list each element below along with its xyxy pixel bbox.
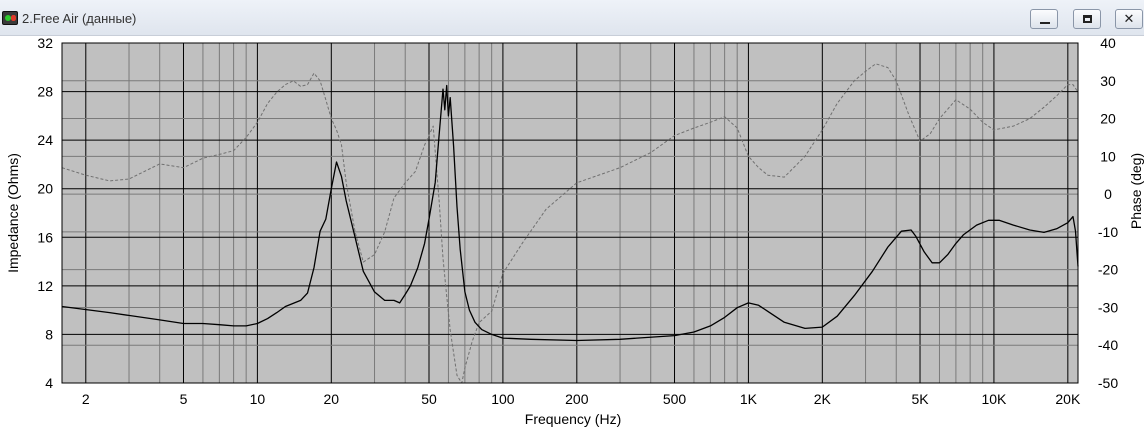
x-tick-label: 20K <box>1055 391 1081 407</box>
x-axis-label: Frequency (Hz) <box>525 411 621 427</box>
y2-axis-label: Phase (deg) <box>1128 153 1144 229</box>
phase-series-line <box>61 63 1079 384</box>
x-tick-label: 1K <box>740 391 758 407</box>
title-bar[interactable]: 2.Free Air (данные) ✕ <box>0 0 1144 36</box>
x-tick-label: 10K <box>981 391 1007 407</box>
x-tick-label: 20 <box>324 391 340 407</box>
window-title: 2.Free Air (данные) <box>22 11 137 26</box>
y-tick-label: 12 <box>37 278 53 294</box>
y2-tick-label: -40 <box>1098 337 1118 353</box>
maximize-button[interactable] <box>1073 9 1101 29</box>
close-button[interactable]: ✕ <box>1115 9 1143 29</box>
minimize-icon <box>1040 22 1050 24</box>
x-tick-label: 10 <box>250 391 266 407</box>
x-tick-label: 100 <box>491 391 515 407</box>
plot-frame <box>61 42 1079 384</box>
x-tick-labels: 2 5 10 20 50 100 200 500 1K 2K 5K 10K 20K <box>82 391 1081 407</box>
minimize-button[interactable] <box>1030 9 1058 29</box>
y2-tick-label: 20 <box>1100 111 1116 127</box>
app-icon[interactable] <box>2 11 18 25</box>
x-tick-label: 200 <box>565 391 589 407</box>
y2-tick-label: 0 <box>1104 186 1112 202</box>
x-tick-label: 5K <box>911 391 929 407</box>
y-axis-label: Impedance (Ohms) <box>5 153 21 273</box>
x-tick-label: 500 <box>663 391 687 407</box>
y-tick-labels: 4 8 12 16 20 24 28 32 <box>37 36 53 391</box>
maximize-icon <box>1083 15 1092 23</box>
impedance-series-line <box>61 84 1079 342</box>
y2-tick-label: -20 <box>1098 262 1118 278</box>
y-tick-label: 8 <box>45 326 53 342</box>
y2-tick-label: 10 <box>1100 148 1116 164</box>
plot-area <box>61 42 1079 384</box>
close-icon: ✕ <box>1123 11 1135 26</box>
y-tick-label: 32 <box>37 36 53 51</box>
x-tick-label: 50 <box>421 391 437 407</box>
impedance-phase-chart: 2 5 10 20 50 100 200 500 1K 2K 5K 10K 20K 4812162024… <box>5 36 1144 427</box>
y-tick-label: 4 <box>45 375 53 391</box>
y2-tick-label: -10 <box>1098 224 1118 240</box>
y2-tick-label: -50 <box>1098 375 1118 391</box>
y2-tick-label: 40 <box>1100 36 1116 51</box>
x-tick-label: 2 <box>82 391 90 407</box>
y2-tick-labels: -50 -40 -30 -20 -10 0 10 20 30 40 <box>1098 36 1118 391</box>
y-tick-label: 24 <box>37 132 53 148</box>
y-tick-label: 28 <box>37 84 53 100</box>
y2-tick-label: 30 <box>1100 73 1116 89</box>
y-tick-label: 20 <box>37 181 53 197</box>
x-tick-label: 2K <box>814 391 832 407</box>
y-tick-label: 16 <box>37 229 53 245</box>
series-group <box>61 63 1079 384</box>
x-tick-label: 5 <box>180 391 188 407</box>
y2-tick-label: -30 <box>1098 299 1118 315</box>
